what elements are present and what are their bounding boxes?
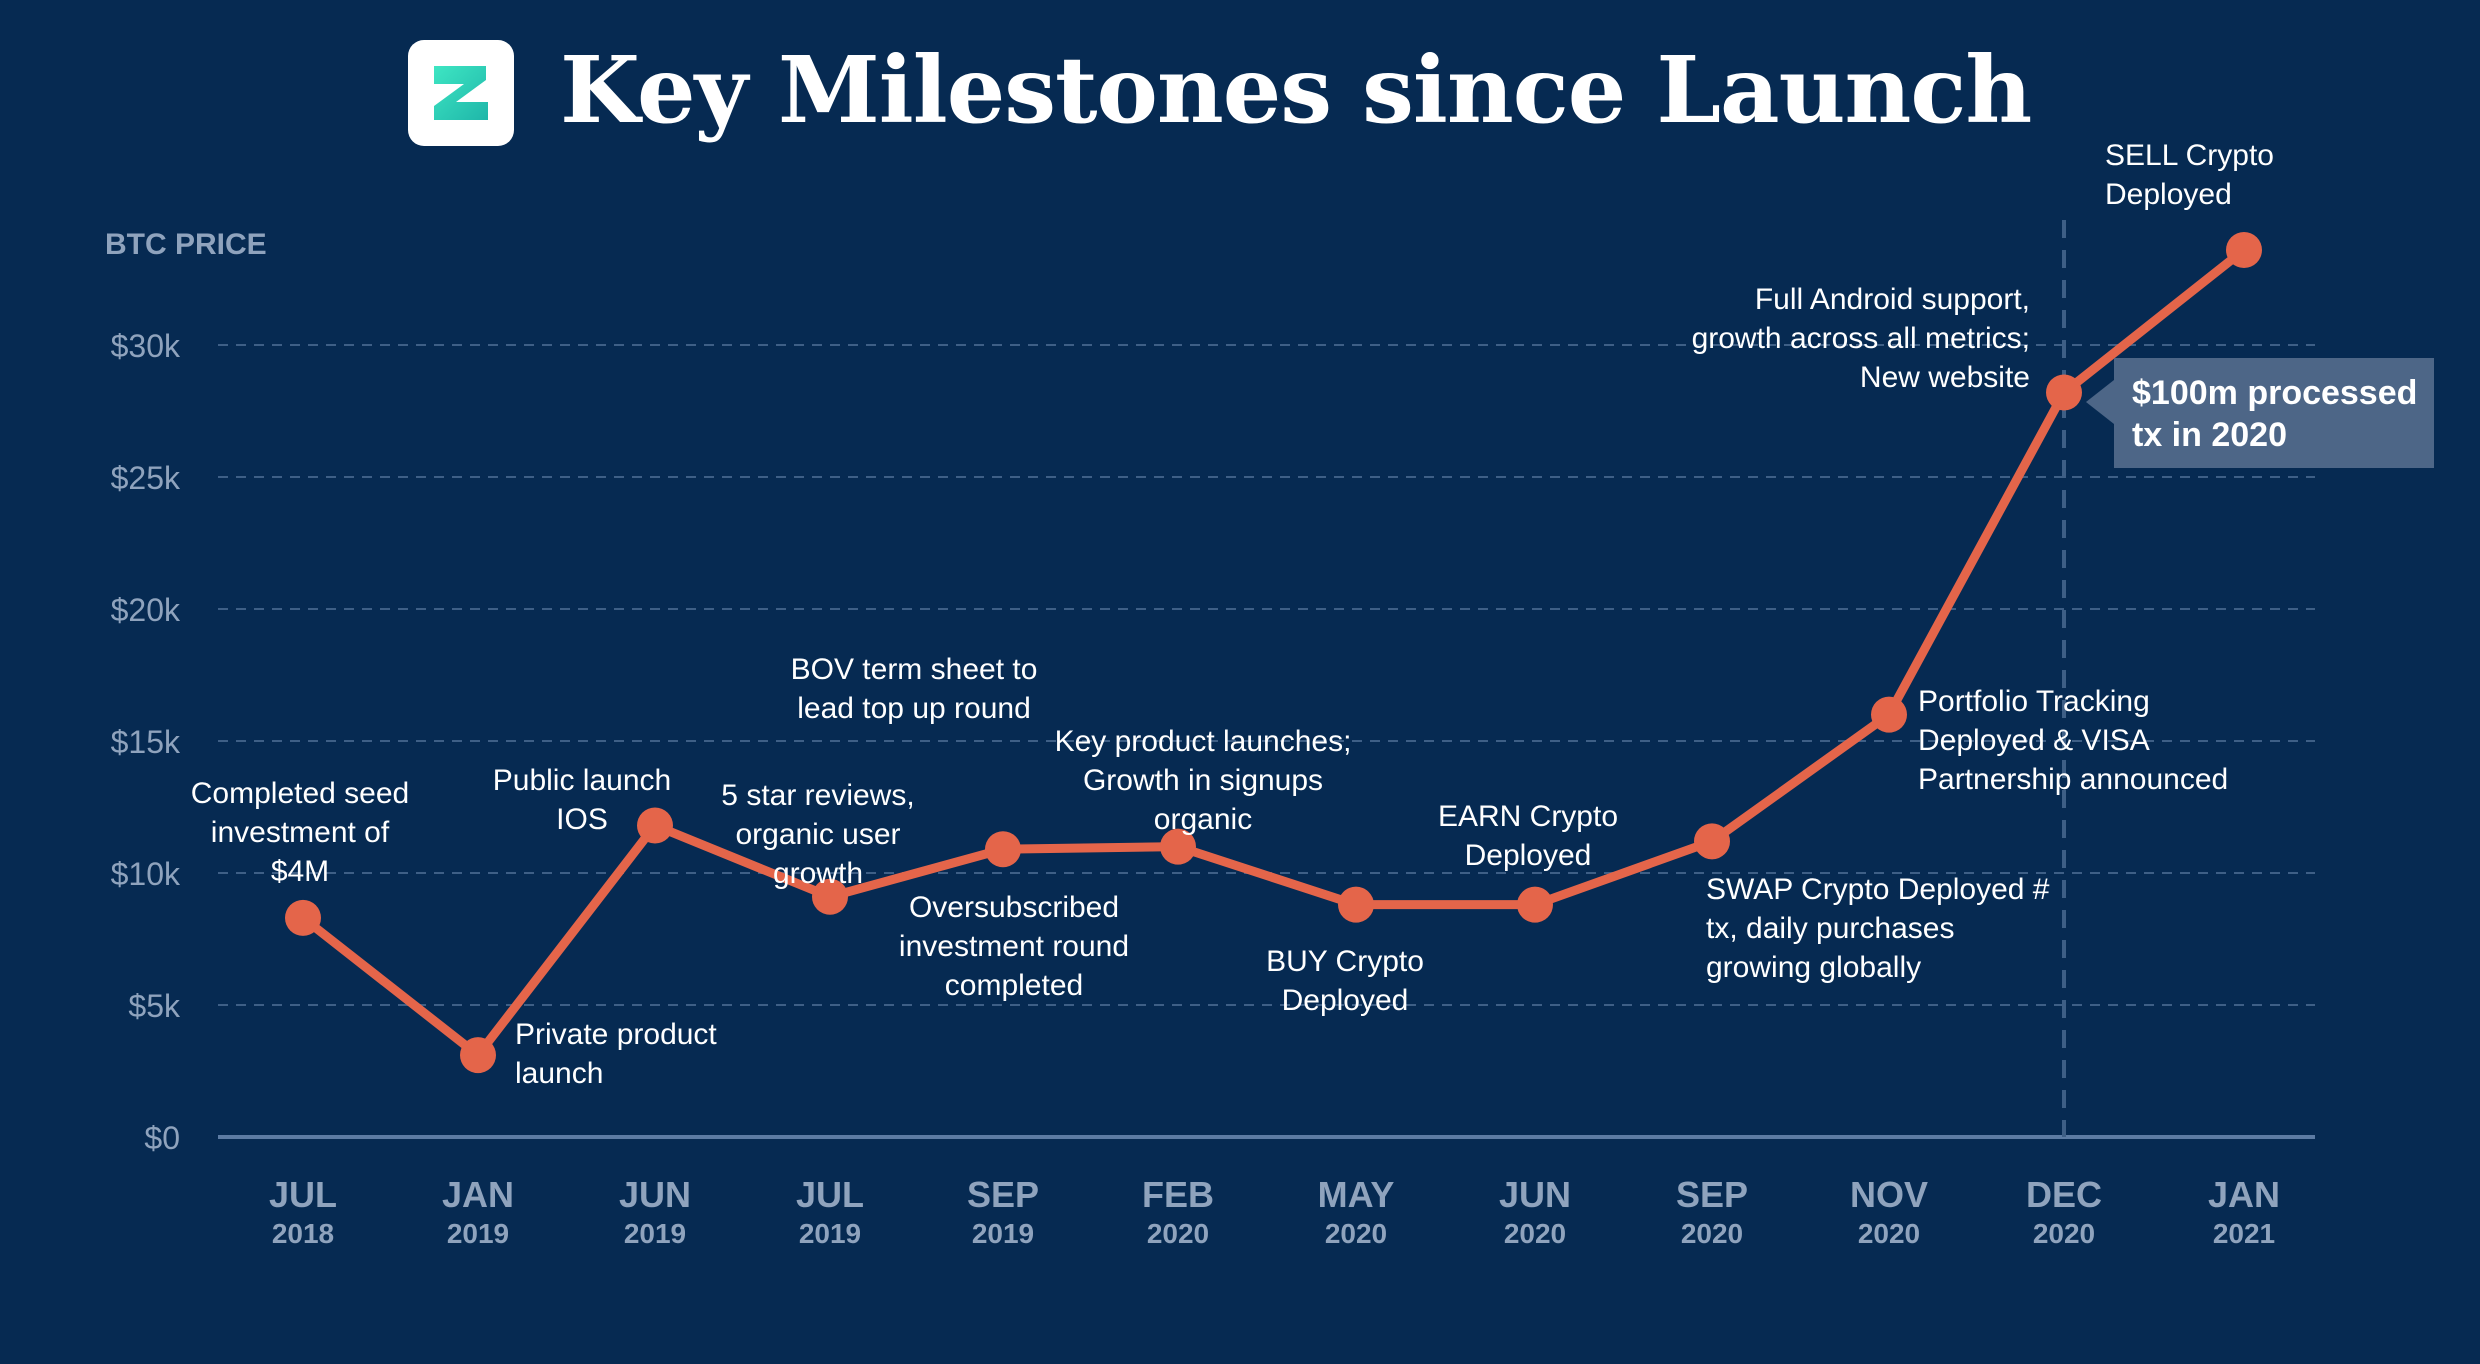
x-tick-month: DEC [2026, 1174, 2102, 1215]
milestone-annotation-line: Portfolio Tracking [1918, 685, 2150, 718]
data-point [637, 807, 673, 844]
zap-logo-icon [408, 40, 514, 146]
x-tick-year: 2019 [799, 1218, 861, 1249]
milestone-annotation-line: growth [773, 857, 863, 890]
x-tick-year: 2019 [972, 1218, 1034, 1249]
milestone-annotation-line: investment of [211, 816, 390, 849]
x-tick-year: 2020 [2033, 1218, 2095, 1249]
milestone-annotation-line: organic [1154, 803, 1252, 836]
milestone-annotation-line: Deployed [1465, 839, 1592, 872]
x-tick-month: JUN [1499, 1174, 1571, 1215]
x-tick-month: JAN [2208, 1174, 2280, 1215]
milestone-annotation-line: Private product [515, 1018, 717, 1051]
series-line [298, 245, 2249, 1060]
x-tick-year: 2020 [1325, 1218, 1387, 1249]
data-point [812, 878, 848, 915]
milestone-annotation-line: Key product launches; [1055, 725, 1352, 758]
y-tick-label: $0 [144, 1120, 180, 1156]
milestone-annotation-line: investment round [899, 930, 1129, 963]
data-point [1871, 696, 1907, 733]
data-point [1338, 886, 1374, 923]
x-tick-month: MAY [1318, 1174, 1395, 1215]
data-point [2226, 231, 2262, 268]
data-point [285, 899, 321, 936]
x-tick-month: SEP [1676, 1174, 1748, 1215]
data-point [1160, 828, 1196, 865]
milestone-annotation-line: lead top up round [797, 692, 1031, 725]
milestone-annotation-line: BOV term sheet to [791, 653, 1038, 686]
x-tick-month: JUN [619, 1174, 691, 1215]
x-tick-month: JUL [269, 1174, 337, 1215]
x-tick-year: 2019 [624, 1218, 686, 1249]
milestone-annotation-line: Public launch [493, 764, 671, 797]
x-tick-month: JAN [442, 1174, 514, 1215]
processed-callout: $100m processed tx in 2020 [2114, 358, 2434, 468]
milestone-annotation-line: SWAP Crypto Deployed # [1706, 873, 2050, 906]
y-tick-label: $5k [128, 988, 181, 1024]
milestone-annotation-line: Deployed [1282, 984, 1409, 1017]
milestone-annotation-line: Full Android support, [1755, 283, 2030, 316]
x-tick-year: 2020 [1858, 1218, 1920, 1249]
y-tick-label: $30k [111, 328, 181, 364]
x-tick-year: 2020 [1681, 1218, 1743, 1249]
milestone-annotation-line: organic user [735, 818, 900, 851]
milestone-annotation-line: growing globally [1706, 951, 1921, 984]
milestone-annotation-line: Completed seed [191, 777, 409, 810]
callout-line-1: $100m processed [2132, 374, 2418, 412]
x-tick-year: 2020 [1504, 1218, 1566, 1249]
y-tick-label: $25k [111, 460, 181, 496]
x-tick-month: FEB [1142, 1174, 1214, 1215]
milestone-annotation-line: Oversubscribed [909, 891, 1119, 924]
x-tick-year: 2020 [1147, 1218, 1209, 1249]
x-tick-year: 2021 [2213, 1218, 2275, 1249]
y-tick-label: $10k [111, 856, 181, 892]
milestone-annotation-line: $4M [271, 855, 329, 888]
data-point [460, 1037, 496, 1074]
x-tick-year: 2018 [272, 1218, 334, 1249]
y-tick-label: $15k [111, 724, 181, 760]
x-tick-month: NOV [1850, 1174, 1928, 1215]
data-point [2046, 374, 2082, 411]
x-tick-month: JUL [796, 1174, 864, 1215]
y-axis-label: BTC PRICE [105, 228, 267, 261]
x-tick-month: SEP [967, 1174, 1039, 1215]
page-title: Key Milestones since Launch [560, 36, 2032, 144]
milestone-annotation-line: completed [945, 969, 1083, 1002]
milestone-annotation-line: Deployed [2105, 178, 2232, 211]
milestone-annotation-line: 5 star reviews, [721, 779, 914, 812]
milestone-annotation-line: Partnership announced [1918, 763, 2228, 796]
callout-pointer [2086, 380, 2114, 424]
data-point [1694, 823, 1730, 860]
milestone-annotation-line: New website [1860, 361, 2030, 394]
y-tick-label: $20k [111, 592, 181, 628]
milestone-annotation-line: IOS [556, 803, 608, 836]
milestone-annotation-line: tx, daily purchases [1706, 912, 1954, 945]
milestone-annotation-line: launch [515, 1057, 603, 1090]
milestone-annotation-line: SELL Crypto [2105, 139, 2274, 172]
data-point [985, 831, 1021, 868]
callout-line-2: tx in 2020 [2132, 416, 2287, 454]
milestone-annotation-line: BUY Crypto [1266, 945, 1424, 978]
milestone-annotation-line: Growth in signups [1083, 764, 1323, 797]
data-point [1517, 886, 1553, 923]
milestone-annotation-line: Deployed & VISA [1918, 724, 2150, 757]
milestone-annotation-line: EARN Crypto [1438, 800, 1618, 833]
x-tick-year: 2019 [447, 1218, 509, 1249]
milestone-annotation-line: growth across all metrics; [1692, 322, 2030, 355]
